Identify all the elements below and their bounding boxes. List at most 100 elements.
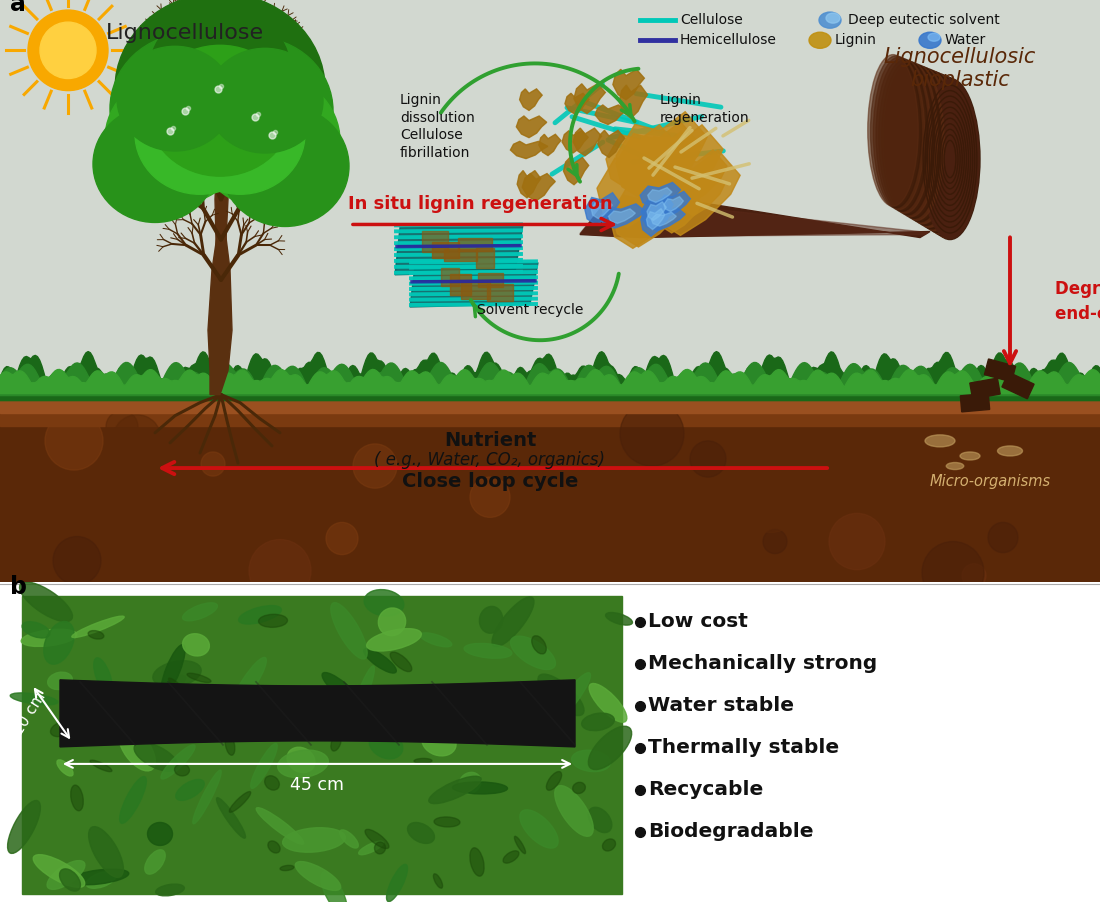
Ellipse shape — [8, 800, 41, 853]
Text: Thermally stable: Thermally stable — [648, 739, 839, 758]
Polygon shape — [619, 85, 648, 118]
Text: Hemicellulose: Hemicellulose — [680, 33, 777, 47]
Ellipse shape — [85, 695, 111, 721]
Polygon shape — [519, 89, 542, 110]
Polygon shape — [522, 173, 556, 201]
Text: ( e.g., Water, CO₂, organics): ( e.g., Water, CO₂, organics) — [374, 451, 605, 469]
Circle shape — [763, 529, 786, 554]
Ellipse shape — [946, 463, 964, 470]
Ellipse shape — [47, 672, 73, 689]
Bar — [432, 242, 459, 258]
Bar — [487, 284, 513, 301]
Ellipse shape — [10, 693, 58, 704]
Polygon shape — [676, 171, 725, 216]
Ellipse shape — [590, 684, 627, 723]
Text: Cellulose: Cellulose — [680, 14, 742, 27]
Polygon shape — [616, 112, 707, 198]
Ellipse shape — [429, 777, 481, 804]
Ellipse shape — [104, 73, 245, 205]
Ellipse shape — [588, 726, 631, 769]
Ellipse shape — [134, 742, 178, 771]
Bar — [478, 272, 503, 287]
Polygon shape — [516, 116, 547, 138]
Text: Cellulose
fibrillation: Cellulose fibrillation — [400, 128, 471, 161]
Polygon shape — [580, 203, 928, 236]
Ellipse shape — [192, 770, 221, 824]
Circle shape — [53, 537, 101, 584]
Ellipse shape — [529, 713, 544, 732]
Ellipse shape — [239, 605, 282, 624]
Polygon shape — [608, 209, 636, 224]
Ellipse shape — [551, 673, 591, 723]
Ellipse shape — [365, 829, 389, 849]
Bar — [0, 396, 1100, 426]
Polygon shape — [647, 202, 667, 220]
Circle shape — [201, 452, 225, 476]
Ellipse shape — [256, 807, 304, 844]
Bar — [0, 410, 1100, 582]
Circle shape — [922, 541, 984, 604]
Polygon shape — [644, 207, 685, 231]
Ellipse shape — [100, 701, 122, 716]
Ellipse shape — [414, 759, 432, 763]
Ellipse shape — [86, 871, 116, 888]
Circle shape — [952, 465, 989, 503]
Polygon shape — [616, 122, 701, 201]
Ellipse shape — [884, 62, 937, 216]
Ellipse shape — [520, 810, 558, 848]
Circle shape — [498, 496, 524, 522]
Ellipse shape — [287, 704, 311, 728]
Ellipse shape — [920, 78, 980, 240]
Ellipse shape — [147, 823, 173, 845]
Ellipse shape — [912, 75, 970, 235]
Ellipse shape — [572, 750, 610, 771]
Ellipse shape — [257, 695, 267, 710]
Ellipse shape — [870, 56, 922, 207]
Ellipse shape — [370, 731, 403, 759]
Ellipse shape — [605, 612, 632, 625]
Circle shape — [326, 522, 358, 555]
Polygon shape — [669, 150, 727, 205]
Ellipse shape — [183, 634, 209, 656]
Ellipse shape — [331, 735, 341, 751]
Ellipse shape — [452, 782, 507, 794]
Ellipse shape — [820, 12, 842, 28]
Ellipse shape — [116, 0, 324, 184]
Ellipse shape — [515, 836, 526, 853]
Ellipse shape — [390, 652, 411, 672]
Ellipse shape — [47, 861, 85, 889]
Ellipse shape — [547, 771, 562, 790]
Bar — [476, 248, 494, 268]
Ellipse shape — [33, 854, 85, 888]
Ellipse shape — [258, 614, 287, 627]
Circle shape — [106, 410, 138, 443]
Circle shape — [417, 540, 447, 571]
Circle shape — [40, 23, 96, 78]
Text: Recycable: Recycable — [648, 780, 763, 799]
Polygon shape — [395, 225, 522, 275]
Ellipse shape — [876, 59, 928, 211]
Ellipse shape — [887, 63, 940, 218]
Ellipse shape — [322, 673, 360, 705]
Ellipse shape — [217, 797, 245, 838]
Polygon shape — [562, 131, 588, 153]
Ellipse shape — [873, 57, 925, 209]
Polygon shape — [410, 262, 538, 307]
Ellipse shape — [268, 841, 280, 853]
Text: Low cost: Low cost — [648, 612, 748, 631]
Polygon shape — [585, 193, 619, 225]
Bar — [441, 268, 459, 286]
Ellipse shape — [998, 446, 1023, 456]
Ellipse shape — [917, 78, 977, 238]
Ellipse shape — [51, 721, 74, 737]
Polygon shape — [612, 175, 689, 247]
Circle shape — [398, 554, 444, 600]
Ellipse shape — [161, 745, 195, 779]
Ellipse shape — [366, 629, 421, 651]
Polygon shape — [60, 680, 575, 747]
Ellipse shape — [196, 695, 232, 737]
Ellipse shape — [420, 633, 452, 647]
Polygon shape — [565, 93, 590, 114]
Bar — [422, 231, 448, 252]
Ellipse shape — [138, 703, 163, 725]
